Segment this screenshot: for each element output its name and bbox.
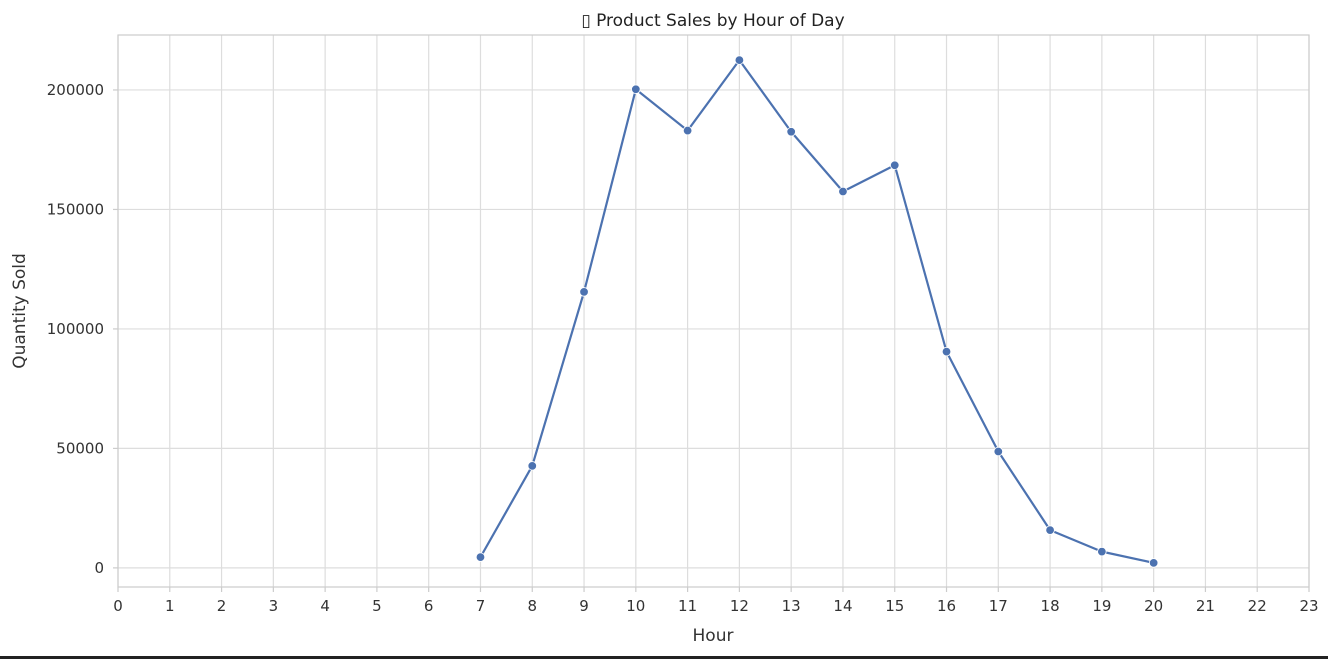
data-point <box>786 127 796 137</box>
data-point <box>993 446 1004 457</box>
x-tick-label: 22 <box>1248 597 1267 615</box>
x-tick-label: 15 <box>885 597 904 615</box>
x-tick-label: 17 <box>989 597 1008 615</box>
x-tick-label: 3 <box>269 597 279 615</box>
x-tick-label: 7 <box>476 597 486 615</box>
x-tick-label: 19 <box>1092 597 1111 615</box>
y-axis-title: Quantity Sold <box>10 253 30 369</box>
data-point <box>1148 558 1159 568</box>
data-point <box>579 287 589 297</box>
x-tick-label: 21 <box>1196 597 1215 615</box>
x-tick-label: 0 <box>113 597 123 615</box>
x-tick-label: 4 <box>320 597 330 615</box>
y-tick-label: 50000 <box>56 439 104 457</box>
series-layer <box>475 55 1159 568</box>
x-tick-label: 11 <box>678 597 697 615</box>
series-line <box>479 58 1154 564</box>
x-tick-label: 13 <box>782 597 801 615</box>
y-axis-tick-labels: 0 50000 100000 150000 200000 <box>47 81 104 577</box>
x-tick-label: 9 <box>579 597 589 615</box>
x-tick-label: 5 <box>372 597 382 615</box>
data-point <box>682 125 693 136</box>
data-point <box>475 552 486 562</box>
x-tick-label: 6 <box>424 597 434 615</box>
y-tick-label: 100000 <box>47 320 104 338</box>
y-tick-label: 0 <box>94 559 104 577</box>
x-tick-label: 2 <box>217 597 227 615</box>
data-point <box>1045 525 1055 535</box>
x-tick-label: 16 <box>937 597 956 615</box>
data-point <box>838 186 848 197</box>
x-tick-label: 23 <box>1299 597 1318 615</box>
x-tick-label: 12 <box>730 597 749 615</box>
x-tick-label: 1 <box>165 597 175 615</box>
grid-lines <box>113 35 1310 592</box>
chart-title: ▯ Product Sales by Hour of Day <box>581 11 844 31</box>
plot-area-frame <box>117 34 1310 588</box>
x-tick-label: 14 <box>833 597 852 615</box>
data-point <box>941 346 952 357</box>
x-tick-label: 18 <box>1041 597 1060 615</box>
y-tick-label: 150000 <box>47 200 104 218</box>
data-point <box>890 160 900 170</box>
y-tick-label: 200000 <box>47 81 104 99</box>
x-tick-label: 20 <box>1144 597 1163 615</box>
x-tick-label: 8 <box>527 597 537 615</box>
x-axis-tick-labels: 0 1 2 3 4 5 6 7 8 9 10 11 12 13 14 15 16 17 18 19 20 21 22 23 <box>113 597 1318 615</box>
data-point <box>1097 546 1107 557</box>
x-tick-label: 10 <box>626 597 645 615</box>
x-axis-title: Hour <box>693 626 734 646</box>
data-point <box>527 461 537 471</box>
data-point <box>631 84 641 94</box>
bottom-border <box>0 656 1328 659</box>
data-point <box>734 55 745 65</box>
